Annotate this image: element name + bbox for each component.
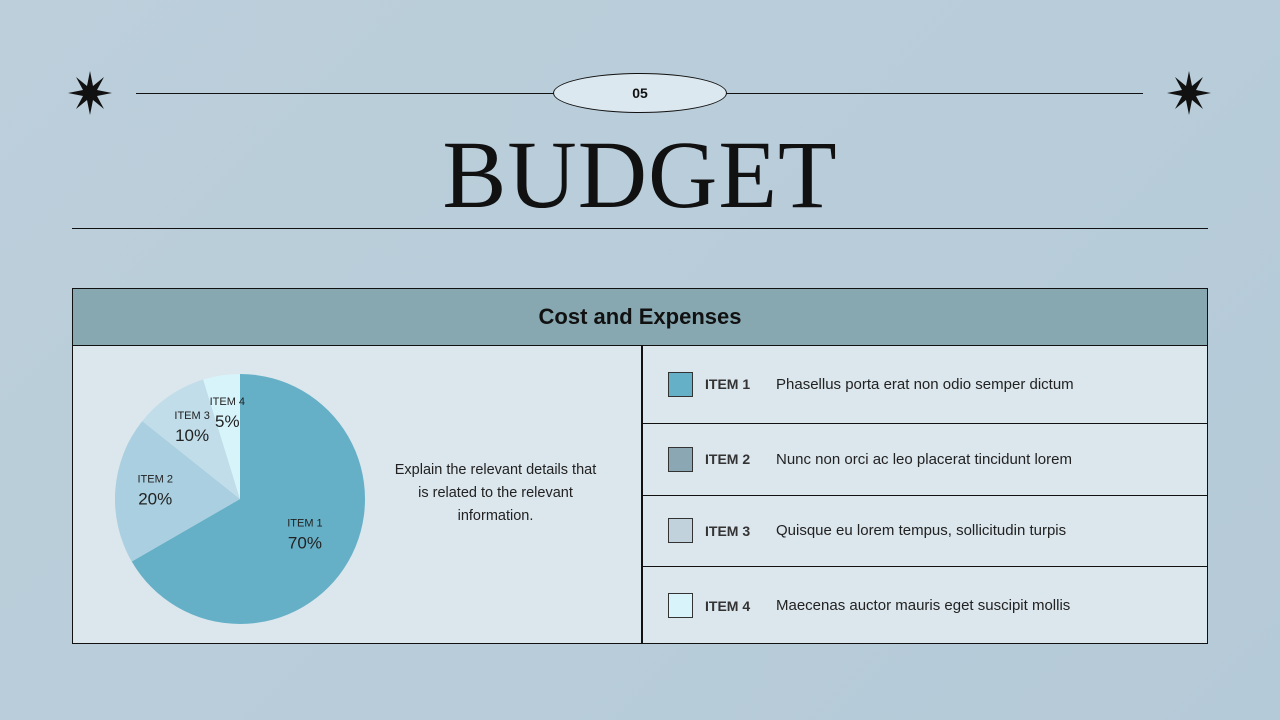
legend-swatch xyxy=(668,593,693,618)
panel-heading: Cost and Expenses xyxy=(73,289,1207,346)
pie-slice xyxy=(131,374,365,624)
slice-value: 20% xyxy=(138,490,172,509)
slide-number: 05 xyxy=(632,85,648,101)
page-title: BUDGET xyxy=(442,121,838,228)
legend-swatch xyxy=(668,371,693,397)
star-icon-right xyxy=(1167,71,1211,115)
legend-row: ITEM 1 Phasellus porta erat non odio sem… xyxy=(642,345,1207,424)
top-rule-left xyxy=(136,93,554,94)
slice-value: 70% xyxy=(288,534,322,553)
star-icon-left xyxy=(68,71,112,115)
legend-row: ITEM 4 Maecenas auctor mauris eget susci… xyxy=(642,566,1207,645)
legend-row: ITEM 2 Nunc non orci ac leo placerat tin… xyxy=(642,423,1207,496)
legend-label: ITEM 3 xyxy=(705,522,751,539)
legend-swatch xyxy=(668,446,693,472)
slice-value: 10% xyxy=(175,426,209,445)
pie-chart: ITEM 1 70% ITEM 2 20% ITEM 3 10% ITEM 4 5% xyxy=(114,374,365,624)
legend-label: ITEM 1 xyxy=(705,376,751,392)
legend-text: Maecenas auctor mauris eget suscipit mol… xyxy=(776,597,1071,614)
legend-text: Nunc non orci ac leo placerat tincidunt … xyxy=(776,450,1072,468)
slice-label: ITEM 1 xyxy=(287,518,322,530)
slice-label: ITEM 2 xyxy=(138,474,173,486)
panel-description: Explain the relevant details that is rel… xyxy=(394,462,597,524)
legend-text: Phasellus porta erat non odio semper dic… xyxy=(776,375,1074,393)
pie-slice xyxy=(142,379,240,499)
pie-slice xyxy=(203,374,240,499)
slice-label: ITEM 4 xyxy=(210,396,245,408)
panel-divider xyxy=(641,345,643,643)
slide-number-badge: 05 xyxy=(553,73,727,113)
legend-label: ITEM 4 xyxy=(705,597,751,614)
top-rule-right xyxy=(725,93,1143,94)
pie-slice xyxy=(114,421,240,562)
title-underline xyxy=(72,228,1208,229)
legend-text: Quisque eu lorem tempus, sollicitudin tu… xyxy=(776,522,1067,539)
legend-swatch xyxy=(668,518,693,543)
legend-label: ITEM 2 xyxy=(705,451,751,467)
legend-row: ITEM 3 Quisque eu lorem tempus, sollicit… xyxy=(642,495,1207,567)
slice-value: 5% xyxy=(215,412,240,431)
cost-panel: Cost and Expenses ITEM 1 70% ITEM 2 20% ITEM… xyxy=(72,288,1208,644)
slice-label: ITEM 3 xyxy=(174,410,209,422)
